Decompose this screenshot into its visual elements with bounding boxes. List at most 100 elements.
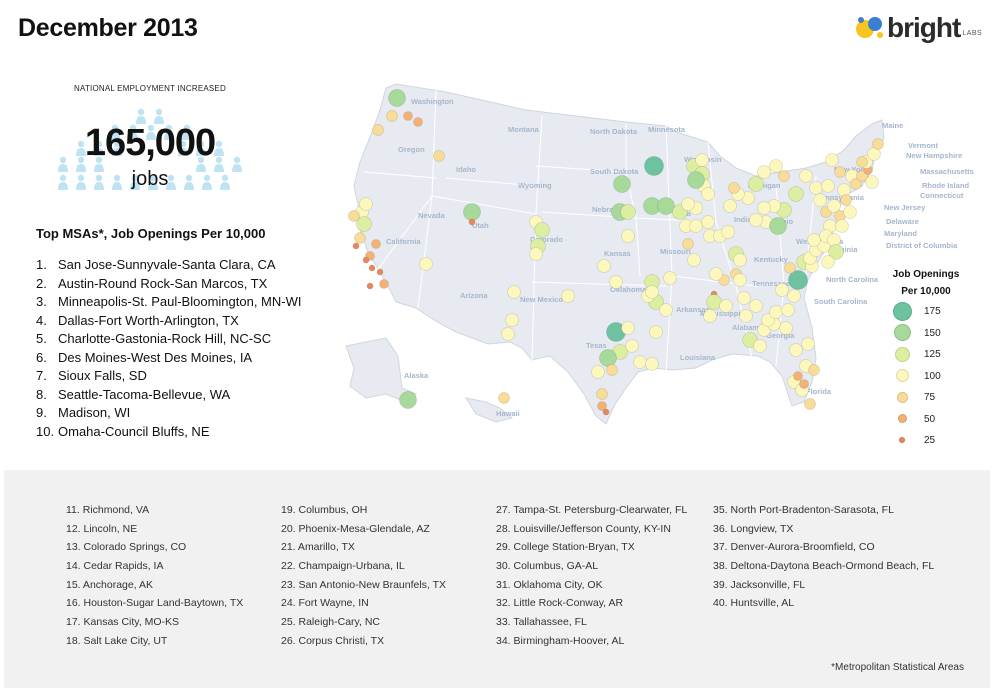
list-item: 27. Tampa-St. Petersburg-Clearwater, FL xyxy=(496,504,688,516)
msa-bubble xyxy=(633,355,647,369)
msa-bubble xyxy=(821,179,835,193)
msa-bubble xyxy=(721,225,735,239)
msa-bubble xyxy=(498,392,510,404)
list-item: 12. Lincoln, NE xyxy=(66,522,138,535)
state-label: South Carolina xyxy=(814,297,868,306)
msa-bubble xyxy=(597,401,607,411)
state-label: Kansas xyxy=(604,249,631,258)
state-label: New Hampshire xyxy=(906,151,962,160)
state-label: New Jersey xyxy=(884,203,926,212)
more-msas-panel: 11. Richmond, VA 12. Lincoln, NE 13. Color… xyxy=(4,470,990,688)
msa-bubble xyxy=(753,339,767,353)
list-item: 14. Cedar Rapids, IA xyxy=(66,560,164,573)
msa-bubble xyxy=(625,339,639,353)
list-item: 9. Madison, WI xyxy=(36,405,131,420)
person-icon xyxy=(146,124,156,140)
msa-bubble xyxy=(856,156,868,168)
state-label: Connecticut xyxy=(920,191,964,200)
msa-bubble xyxy=(399,391,417,409)
hawaii-shape xyxy=(464,397,514,423)
msa-bubble xyxy=(657,197,675,215)
list-item: 36. Longview, TX xyxy=(713,522,794,535)
state-label: Montana xyxy=(508,125,540,134)
msa-bubble xyxy=(757,165,771,179)
person-icon xyxy=(76,140,86,156)
state-label: Massachusetts xyxy=(920,167,974,176)
us-map: Washington Oregon Idaho Montana Wyoming Nevad… xyxy=(345,83,974,425)
person-icon xyxy=(182,124,192,140)
msa-bubble xyxy=(733,273,747,287)
msa-bubble xyxy=(468,218,476,226)
list-item: 29. College Station-Bryan, TX xyxy=(496,541,635,554)
state-label: Kentucky xyxy=(754,255,789,264)
person-icon xyxy=(58,156,68,172)
person-icon xyxy=(154,108,164,124)
msa-bubble xyxy=(834,166,846,178)
msa-bubble xyxy=(709,267,723,281)
msa-bubble xyxy=(821,255,835,269)
legend-title-line1: Job Openings xyxy=(892,269,960,280)
msa-bubble xyxy=(609,275,623,289)
legend-label: 25 xyxy=(924,435,936,446)
msa-bubble xyxy=(788,186,804,202)
person-icon xyxy=(148,174,158,190)
list-item: 40. Huntsville, AL xyxy=(713,597,795,610)
person-icon xyxy=(94,140,104,156)
logo-word: bright xyxy=(887,12,961,43)
msa-bubble xyxy=(368,264,376,272)
msa-bubble xyxy=(645,357,659,371)
msa-bubble xyxy=(596,388,608,400)
list-item: 26. Corpus Christi, TX xyxy=(281,634,385,647)
state-label: Hawaii xyxy=(496,409,520,418)
legend-item: 125 xyxy=(892,345,972,367)
list-item: 15. Anchorage, AK xyxy=(66,578,153,591)
list-item: 5. Charlotte-Gastonia-Rock Hill, NC-SC xyxy=(36,331,272,346)
msa-bubble xyxy=(372,124,384,136)
state-label: Arizona xyxy=(460,291,488,300)
state-label: Maryland xyxy=(884,229,917,238)
top-msas-heading: Top MSAs*, Job Openings Per 10,000 xyxy=(36,226,266,241)
page-title: December 2013 xyxy=(18,14,198,42)
state-label: North Dakota xyxy=(590,127,638,136)
msa-bubble xyxy=(659,303,673,317)
list-item: 11. Richmond, VA xyxy=(66,504,150,516)
msa-bubble xyxy=(505,313,519,327)
msa-bubble xyxy=(865,175,879,189)
msa-bubble xyxy=(779,321,793,335)
legend-item: 150 xyxy=(892,324,972,346)
legend-label: 175 xyxy=(924,306,941,317)
footnote: *Metropolitan Statistical Areas xyxy=(831,662,964,673)
msa-bubble xyxy=(807,233,821,247)
state-label: Colorado xyxy=(530,235,563,244)
msa-bubble xyxy=(597,259,611,273)
msa-bubble xyxy=(354,232,366,244)
more-msas-column-2: 19. Columbus, OH 20. Phoenix-Mesa-Glendal… xyxy=(281,501,446,651)
state-label: Mississippi xyxy=(700,309,740,318)
person-icon xyxy=(128,124,138,140)
list-item: 18. Salt Lake City, UT xyxy=(66,634,168,647)
state-label: Washington xyxy=(411,97,454,106)
msa-bubble xyxy=(599,349,617,367)
legend-swatch xyxy=(893,324,911,341)
msa-bubble xyxy=(534,222,550,238)
msa-bubble xyxy=(403,111,413,121)
msa-bubble xyxy=(737,291,751,305)
msa-bubble xyxy=(352,242,360,250)
msa-bubble xyxy=(769,217,787,235)
msa-bubble xyxy=(663,271,677,285)
person-icon xyxy=(136,108,146,124)
msa-bubble xyxy=(788,270,808,290)
msa-bubble xyxy=(386,110,398,122)
people-pattern-icon xyxy=(58,108,242,190)
state-label: California xyxy=(386,237,421,246)
msa-bubble xyxy=(362,256,370,264)
list-item: 16. Houston-Sugar Land-Baytown, TX xyxy=(66,597,244,610)
list-item: 10. Omaha-Council Bluffs, NE xyxy=(36,423,210,439)
state-label: Texas xyxy=(586,341,607,350)
state-label: Oregon xyxy=(398,145,425,154)
msa-bubble xyxy=(799,169,813,183)
state-label: Tennessee xyxy=(752,279,790,288)
state-label: Oklahoma xyxy=(610,285,647,294)
legend-label: 150 xyxy=(924,327,941,339)
legend-swatch xyxy=(897,414,907,423)
